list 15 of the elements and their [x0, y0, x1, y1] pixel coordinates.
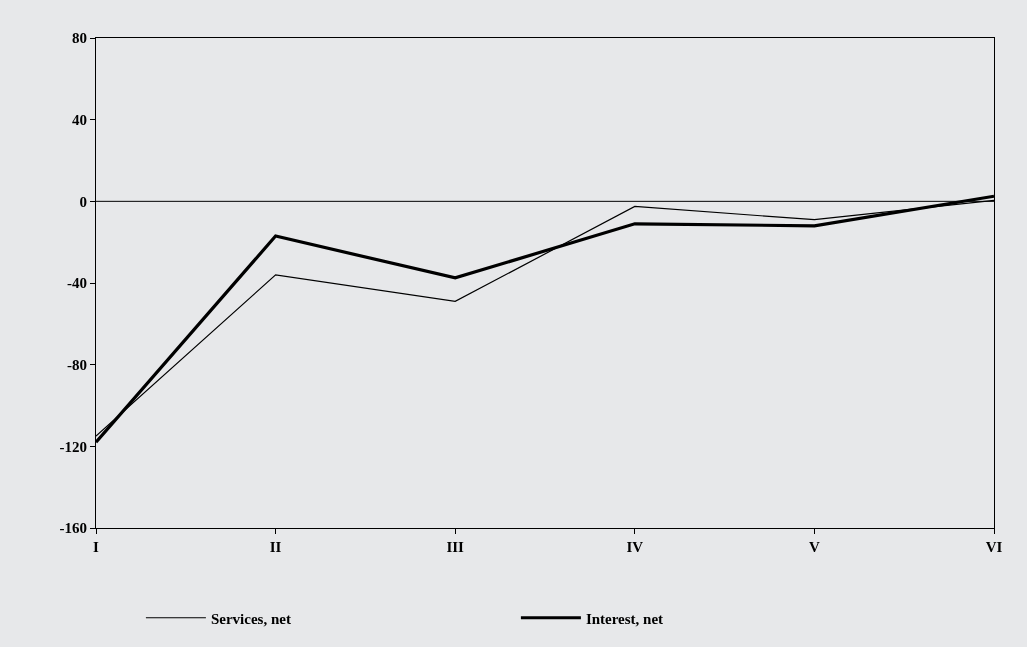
- x-tick-label: I: [93, 539, 100, 555]
- y-tick-label: -120: [59, 438, 87, 455]
- x-tick-label: III: [446, 539, 465, 555]
- y-tick-label: -80: [67, 356, 87, 373]
- legend-label: Interest, net: [585, 610, 664, 627]
- y-tick-label: -40: [67, 275, 87, 292]
- x-tick-label: IV: [626, 539, 644, 555]
- y-tick-label: 0: [79, 193, 87, 210]
- x-tick-label: V: [808, 539, 820, 555]
- x-tick-label: II: [269, 539, 282, 555]
- y-tick-label: -160: [59, 520, 87, 537]
- x-tick-label: VI: [985, 539, 1003, 555]
- y-tick-label: 40: [72, 111, 87, 128]
- y-tick-label: 80: [72, 30, 87, 47]
- legend-label: Services, net: [210, 610, 291, 627]
